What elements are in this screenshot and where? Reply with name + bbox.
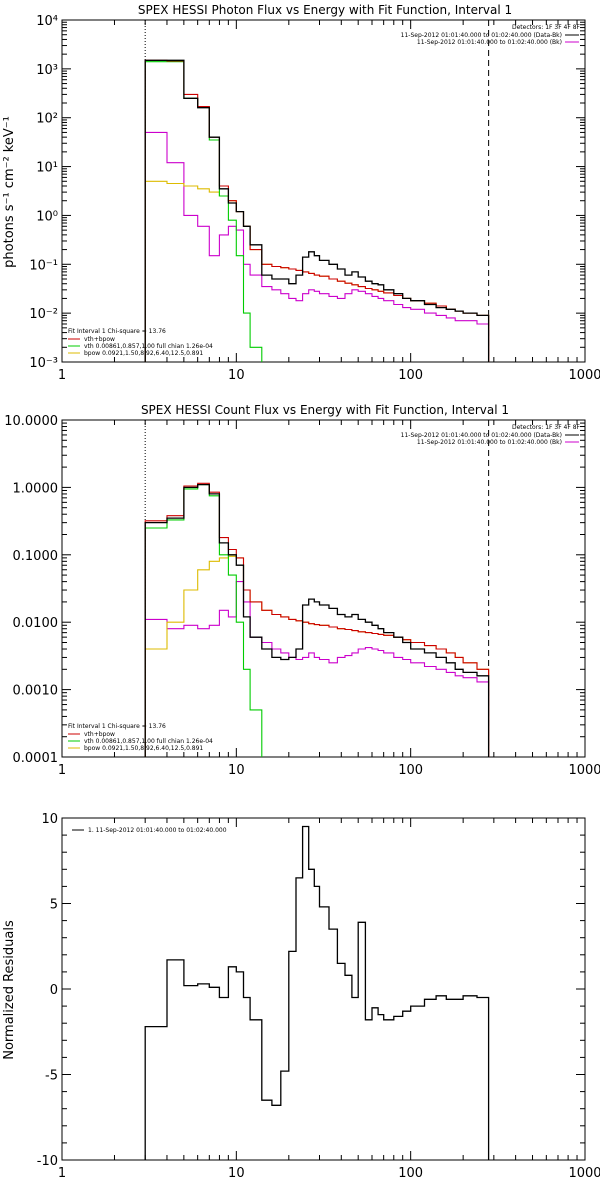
photon-flux-legend: Detectors: 1F 3F 4F 8F 11-Sep-2012 01:01…: [68, 24, 581, 357]
x-tick-label: 100: [398, 368, 423, 383]
y-tick-label: 10⁻³: [29, 356, 58, 371]
count-flux-title: SPEX HESSI Count Flux vs Energy with Fit…: [141, 403, 509, 417]
series-bpow-line: [144, 180, 490, 362]
x-tick-label: 100: [398, 763, 423, 778]
legend-bk-label: 11-Sep-2012 01:01:40.000 to 01:02:40.000…: [417, 39, 562, 46]
y-tick-label: 10: [41, 812, 58, 827]
x-tick-label: 100: [398, 1166, 423, 1181]
legend-vth-label: vth 0.00861,0.857,1.00 full chian 1.26e-…: [84, 738, 213, 745]
legend-data-label: 11-Sep-2012 01:01:40.000 to 01:02:40.000…: [401, 32, 562, 39]
series-data-line: [144, 59, 490, 362]
series-total_fit-line: [144, 482, 490, 757]
plot-frame: [61, 19, 586, 363]
series-data-line: [144, 483, 490, 757]
series-vth-line: [144, 484, 263, 757]
series-data-line: [144, 825, 490, 1160]
x-tick-label: 1: [58, 1166, 66, 1181]
series-background-line: [144, 581, 490, 757]
x-tick-label: 10: [228, 368, 245, 383]
plot-frame: [61, 817, 586, 1161]
y-tick-label: -5: [45, 1069, 58, 1084]
legend-detectors: Detectors: 1F 3F 4F 8F: [512, 24, 581, 31]
series-total_fit-line: [144, 59, 490, 362]
count-flux-legend: Detectors: 1F 3F 4F 8F 11-Sep-2012 01:01…: [68, 424, 581, 752]
y-tick-label: 10⁴: [36, 14, 58, 29]
y-tick-label: 10²: [36, 112, 58, 127]
legend-residual-label: 1. 11-Sep-2012 01:01:40.000 to 01:02:40.…: [88, 827, 227, 834]
y-tick-label: 1.0000: [13, 481, 59, 496]
y-tick-label: 10⁰: [36, 209, 58, 224]
x-tick-label: 1000: [568, 368, 600, 383]
legend-detectors: Detectors: 1F 3F 4F 8F: [512, 424, 581, 431]
photon-flux-y-axis-label: photons s⁻¹ cm⁻² keV⁻¹: [2, 116, 17, 268]
x-tick-label: 1000: [568, 763, 600, 778]
x-tick-label: 1: [58, 368, 66, 383]
legend-vth-label: vth 0.00861,0.857,1.00 full chian 1.26e-…: [84, 343, 213, 350]
y-tick-label: 5: [50, 898, 58, 913]
legend-bpow-label: bpow 0.0921,1.50,8.92,6.40,12.5,0.891: [84, 745, 203, 752]
y-tick-label: 0.1000: [13, 549, 59, 564]
legend-total-label: vth+bpow: [84, 336, 115, 343]
x-tick-label: 10: [228, 1166, 245, 1181]
x-tick-label: 1: [58, 763, 66, 778]
y-tick-label: 10¹: [36, 161, 58, 176]
plot-frame: [61, 419, 586, 758]
y-tick-label: 0.0100: [13, 616, 59, 631]
legend-fit-interval: Fit Interval 1 Chi-square = 13.76: [68, 723, 166, 730]
y-tick-label: 0.0010: [13, 684, 59, 699]
x-tick-label: 10: [228, 763, 245, 778]
y-tick-label: 10³: [36, 63, 58, 78]
residuals-y-axis-label: Normalized Residuals: [2, 920, 17, 1060]
series-bpow-line: [144, 555, 490, 757]
y-tick-label: 10⁻¹: [29, 258, 58, 273]
residuals-panel: Normalized Residuals 1. 11-Sep-2012 01:0…: [2, 812, 600, 1181]
photon-flux-panel: SPEX HESSI Photon Flux vs Energy with Fi…: [2, 3, 600, 383]
y-tick-label: 10.0000: [4, 414, 58, 429]
photon-flux-title: SPEX HESSI Photon Flux vs Energy with Fi…: [138, 3, 512, 17]
legend-fit-interval: Fit Interval 1 Chi-square = 13.76: [68, 328, 166, 335]
legend-total-label: vth+bpow: [84, 731, 115, 738]
x-tick-label: 1000: [568, 1166, 600, 1181]
residuals-legend: 1. 11-Sep-2012 01:01:40.000 to 01:02:40.…: [72, 827, 227, 834]
y-tick-label: 0: [50, 983, 58, 998]
legend-bpow-label: bpow 0.0921,1.50,8.92,6.40,12.5,0.891: [84, 350, 203, 357]
count-flux-panel: SPEX HESSI Count Flux vs Energy with Fit…: [4, 403, 600, 778]
legend-bk-label: 11-Sep-2012 01:01:40.000 to 01:02:40.000…: [417, 439, 562, 446]
legend-data-label: 11-Sep-2012 01:01:40.000 to 01:02:40.000…: [401, 432, 562, 439]
y-tick-label: -10: [37, 1154, 58, 1169]
y-tick-label: 0.0001: [13, 751, 59, 766]
y-tick-label: 10⁻²: [29, 307, 58, 322]
series-background-line: [144, 131, 490, 362]
